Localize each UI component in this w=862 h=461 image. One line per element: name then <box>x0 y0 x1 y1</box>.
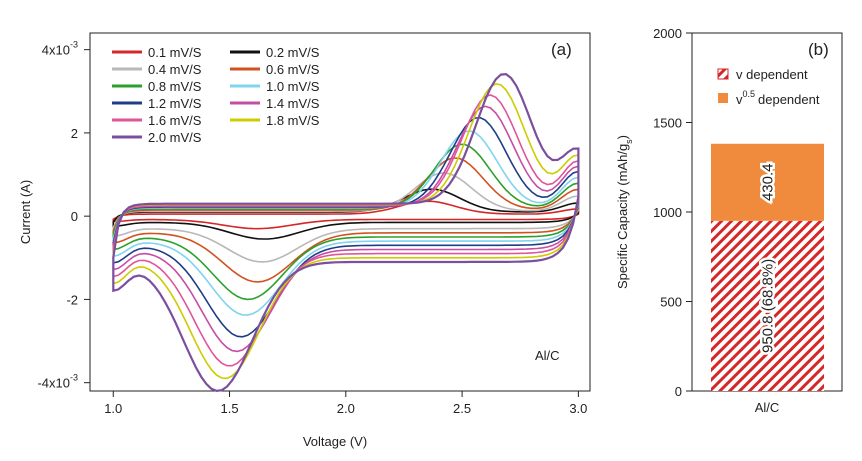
cv-y-tick-exponent: -3 <box>70 373 78 383</box>
cv-y-tick-text: 0 <box>71 209 78 224</box>
cv-x-tick-label: 2.5 <box>453 401 471 416</box>
capacity-y-tick-label: 1500 <box>653 116 682 131</box>
cv-y-tick-text: -2 <box>66 292 78 307</box>
capacity-y-axis-label-sub: s <box>624 139 634 144</box>
legend-v05-rest: dependent <box>758 92 820 107</box>
cv-y-tick-label: -2 <box>66 292 78 307</box>
capacity-y-axis-ticks: 0 500 1000 1500 2000 <box>653 26 692 399</box>
capacity-chart: 0 500 1000 1500 2000 950.8 (68.8%) 430.4 Al/… <box>615 26 843 415</box>
cv-legend-label: 0.1 mV/S <box>148 45 202 60</box>
capacity-y-tick-label: 2000 <box>653 26 682 41</box>
cv-curve <box>112 116 580 338</box>
legend-v05-sup: 0.5 <box>743 89 756 99</box>
cv-panel-label: (a) <box>551 40 572 59</box>
cv-x-axis-label: Voltage (V) <box>303 434 367 449</box>
cv-legend-label: 1.6 mV/S <box>148 113 202 128</box>
cv-x-tick-label: 1.0 <box>104 401 122 416</box>
capacity-legend: v dependent v0.5 dependent <box>717 67 820 107</box>
cv-curve <box>112 200 580 230</box>
capacity-y-tick-label: 500 <box>660 295 682 310</box>
legend-v05-base: v <box>736 92 743 107</box>
cv-y-tick-text: 2 <box>71 126 78 141</box>
cv-curve <box>112 172 580 263</box>
cv-x-tick-label: 1.5 <box>220 401 238 416</box>
cv-legend-label: 1.0 mV/S <box>266 79 320 94</box>
cv-y-tick-label: -4x10-3 <box>37 373 78 391</box>
capacity-panel-label: (b) <box>808 40 829 59</box>
legend-swatch-v05-dependent <box>718 93 728 103</box>
cv-y-tick-text: -4x10 <box>37 376 70 391</box>
capacity-y-axis-label-close: ) <box>615 135 630 139</box>
bar-v05-dependent <box>711 143 824 221</box>
cv-y-tick-label: 4x10-3 <box>42 40 78 58</box>
cv-legend-label: 1.8 mV/S <box>266 113 320 128</box>
cv-y-tick-exponent: -3 <box>70 40 78 50</box>
cv-legend-label: 1.4 mV/S <box>266 96 320 111</box>
legend-label-v05-dependent: v0.5 dependent <box>736 89 820 107</box>
capacity-y-axis-label: Specific Capacity (mAh/gs) <box>615 135 634 289</box>
capacity-y-tick-label: 0 <box>675 384 682 399</box>
cv-curves <box>112 72 580 393</box>
cv-legend-label: 1.2 mV/S <box>148 96 202 111</box>
cv-legend-label: 2.0 mV/S <box>148 130 202 145</box>
legend-label-v-dependent: v dependent <box>736 67 808 82</box>
cv-curve <box>112 72 580 393</box>
cv-plot-frame <box>89 32 591 392</box>
bar-v-dependent <box>711 220 824 391</box>
cv-chart: 1.0 1.5 2.0 2.5 3.0 4x10-320-2-4x10-3 Voltag… <box>18 32 591 449</box>
capacity-y-tick-label: 1000 <box>653 205 682 220</box>
cv-annotation: Al/C <box>535 348 560 363</box>
cv-legend-label: 0.6 mV/S <box>266 62 320 77</box>
legend-swatch-v-dependent <box>717 68 729 80</box>
capacity-category-label: Al/C <box>755 400 780 415</box>
cv-y-tick-text: 4x10 <box>42 43 70 58</box>
bar-v05-dependent-label: 430.4 <box>760 164 777 202</box>
bar-v-dependent-label: 950.8 (68.8%) <box>760 259 777 353</box>
cv-y-axis-label: Current (A) <box>18 180 33 244</box>
cv-legend-label: 0.8 mV/S <box>148 79 202 94</box>
cv-legend-label: 0.2 mV/S <box>266 45 320 60</box>
cv-x-tick-label: 3.0 <box>569 401 587 416</box>
capacity-y-axis-label-main: Specific Capacity (mAh/g <box>615 144 630 289</box>
cv-x-tick-label: 2.0 <box>337 401 355 416</box>
cv-legend: 0.1 mV/S 0.2 mV/S 0.4 mV/S 0.6 mV/S 0.8 mV/S… <box>112 45 320 145</box>
cv-legend-label: 0.4 mV/S <box>148 62 202 77</box>
cv-y-tick-label: 0 <box>71 209 78 224</box>
cv-x-axis-ticks: 1.0 1.5 2.0 2.5 3.0 <box>104 391 587 416</box>
cv-y-tick-label: 2 <box>71 126 78 141</box>
cv-y-axis-ticks: 4x10-320-2-4x10-3 <box>37 40 90 391</box>
